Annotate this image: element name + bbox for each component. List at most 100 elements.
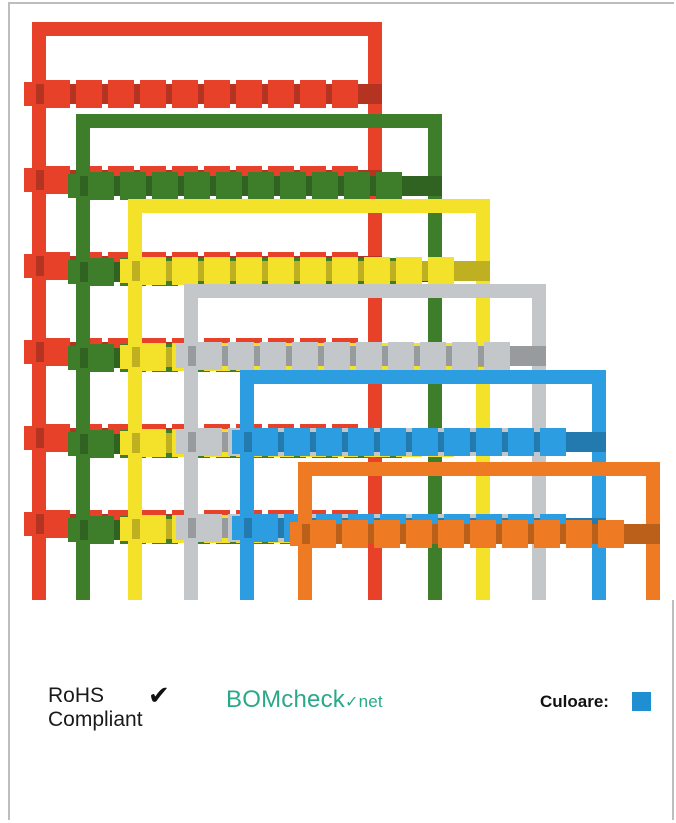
frame-tab xyxy=(24,426,36,450)
marker-cell xyxy=(284,428,310,456)
marker-cell xyxy=(280,172,306,200)
marker-cell xyxy=(316,428,342,456)
marker-cell xyxy=(88,344,114,372)
frame-tab xyxy=(24,254,36,278)
marker-cell xyxy=(172,257,198,285)
frame-tab xyxy=(120,517,132,541)
rohs-badge: RoHS Compliant xyxy=(48,684,143,732)
marker-cell xyxy=(342,520,368,548)
frame-tab xyxy=(176,430,188,454)
bomcheck-check-icon: ✓ xyxy=(344,694,359,711)
marker-cell xyxy=(152,172,178,200)
marker-cell xyxy=(332,257,358,285)
frame-tab xyxy=(24,168,36,192)
marker-cell xyxy=(120,172,146,200)
bomcheck-text: BOMcheck xyxy=(226,686,345,713)
marker-cell xyxy=(44,510,70,538)
frame-tab xyxy=(290,522,302,546)
marker-cell xyxy=(412,428,438,456)
marker-cell xyxy=(484,342,510,370)
marker-cell xyxy=(438,520,464,548)
marker-cell xyxy=(216,172,242,200)
frame-tab xyxy=(68,432,80,456)
marker-cell xyxy=(300,80,326,108)
marker-cell xyxy=(88,516,114,544)
marker-cell xyxy=(292,342,318,370)
marker-cell xyxy=(364,257,390,285)
marker-cell xyxy=(204,80,230,108)
marker-cell xyxy=(312,172,338,200)
marker-cell xyxy=(236,257,262,285)
marker-cell xyxy=(380,428,406,456)
marker-cell xyxy=(476,428,502,456)
frame-tab xyxy=(24,82,36,106)
marker-cell xyxy=(406,520,432,548)
frame-top-bar xyxy=(184,284,546,298)
marker-cell xyxy=(236,80,262,108)
frame-left-rail xyxy=(240,370,254,600)
marker-cell xyxy=(204,257,230,285)
marker-cell xyxy=(88,172,114,200)
marker-cell xyxy=(228,342,254,370)
frame-tab xyxy=(68,518,80,542)
rohs-compliant-label: Compliant xyxy=(48,708,143,731)
marker-cell xyxy=(44,166,70,194)
marker-cell xyxy=(444,428,470,456)
frame-left-rail xyxy=(128,199,142,600)
marker-cell xyxy=(196,342,222,370)
marker-cell xyxy=(196,428,222,456)
marker-cell xyxy=(348,428,374,456)
color-label: Culoare: xyxy=(540,692,609,711)
marker-cell xyxy=(140,257,166,285)
checkmark-icon: ✔ xyxy=(148,680,170,710)
marker-cell xyxy=(140,515,166,543)
frame-tab xyxy=(68,346,80,370)
marker-cell xyxy=(268,257,294,285)
marker-cell xyxy=(268,80,294,108)
marker-cell xyxy=(108,80,134,108)
marker-cell xyxy=(172,80,198,108)
marker-cell xyxy=(88,430,114,458)
marker-cell xyxy=(420,342,446,370)
frame-tab xyxy=(232,516,244,540)
frame-tab xyxy=(232,430,244,454)
marker-cell xyxy=(196,514,222,542)
frame-right-rail xyxy=(368,22,382,600)
marker-cell xyxy=(252,428,278,456)
color-swatch[interactable] xyxy=(632,692,651,711)
frame-tab xyxy=(120,259,132,283)
frame-tab xyxy=(24,340,36,364)
bomcheck-net-text: net xyxy=(358,692,383,711)
marker-cell xyxy=(44,252,70,280)
frame-top-bar xyxy=(128,199,490,213)
marker-cell xyxy=(566,520,592,548)
marker-cell xyxy=(248,172,274,200)
marker-cell xyxy=(376,172,402,200)
frame-tab xyxy=(68,174,80,198)
frame-tab xyxy=(68,260,80,284)
marker-cell xyxy=(396,257,422,285)
marker-cell xyxy=(140,80,166,108)
frame-top-bar xyxy=(76,114,442,128)
frame-tab xyxy=(120,345,132,369)
marker-cell xyxy=(534,520,560,548)
frame-left-rail xyxy=(32,22,46,600)
marker-cell xyxy=(508,428,534,456)
marker-cell xyxy=(44,338,70,366)
marker-cell xyxy=(44,80,70,108)
marker-cell xyxy=(44,424,70,452)
frame-top-bar xyxy=(240,370,606,384)
marker-cell xyxy=(332,80,358,108)
marker-cell xyxy=(540,428,566,456)
marker-cell xyxy=(300,257,326,285)
marker-cell xyxy=(88,258,114,286)
frame-tab xyxy=(176,516,188,540)
product-image xyxy=(10,4,674,600)
marker-cell xyxy=(356,342,382,370)
marker-cell xyxy=(598,520,624,548)
bomcheck-logo[interactable]: BOMcheck✓net xyxy=(226,686,383,714)
marker-cell xyxy=(140,429,166,457)
marker-cell xyxy=(452,342,478,370)
marker-frames-photo xyxy=(24,22,660,600)
marker-cell xyxy=(502,520,528,548)
